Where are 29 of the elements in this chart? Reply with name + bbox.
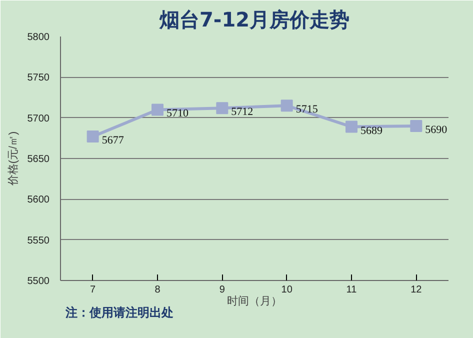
- point: [216, 102, 228, 114]
- x-tick-label: 9: [219, 284, 226, 296]
- y-tick-label: 5500: [27, 276, 50, 287]
- y-tick-label: 5800: [27, 32, 50, 43]
- y-tick-label: 5650: [27, 154, 50, 165]
- data-label: 5715: [296, 104, 318, 116]
- x-tick-label: 11: [346, 284, 358, 296]
- y-tick-label: 5750: [27, 72, 50, 84]
- chart-title: 烟台7-12月房价走势: [158, 8, 350, 32]
- x-tick-label: 7: [90, 284, 96, 296]
- data-label: 5710: [166, 108, 189, 120]
- point: [346, 120, 358, 133]
- text: 注：使用请注明出处: [64, 306, 174, 320]
- data-label: 5677: [102, 134, 124, 147]
- x-axis-title: 时间（月）: [227, 294, 282, 308]
- data-label: 5712: [231, 106, 254, 118]
- x-tick-label: 12: [410, 284, 422, 296]
- point: [410, 120, 422, 132]
- y-tick-label: 5550: [27, 235, 50, 246]
- point: [152, 104, 164, 116]
- x-tick-label: 10: [281, 284, 293, 296]
- y-axis-title: 价格(元/㎡): [7, 131, 20, 187]
- y-tick-label: 5700: [27, 113, 50, 124]
- x-tick-label: 8: [154, 284, 161, 296]
- point: [280, 100, 293, 112]
- point: [86, 130, 99, 143]
- y-tick-label: 5600: [27, 194, 50, 206]
- data-label: 5690: [425, 124, 448, 136]
- data-label: 5689: [360, 124, 383, 137]
